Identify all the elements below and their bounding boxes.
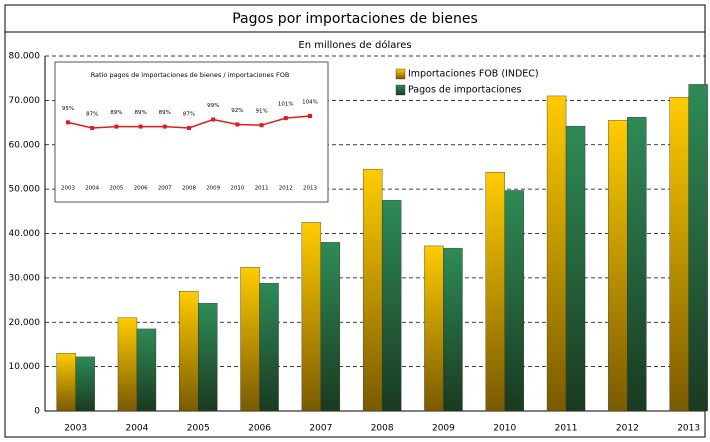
inset-value-label: 91% xyxy=(255,109,267,115)
chart-subtitle: En millones de dólares xyxy=(298,39,411,51)
inset-x-label: 2009 xyxy=(206,186,220,192)
bar xyxy=(485,172,505,412)
inset-x-label: 2010 xyxy=(230,186,244,192)
y-tick-label: 30.000 xyxy=(9,273,41,283)
inset-point xyxy=(283,116,288,121)
inset-point xyxy=(66,120,70,125)
y-tick-label: 40.000 xyxy=(9,229,41,239)
y-tick-label: 70.000 xyxy=(9,96,41,106)
inset-value-label: 99% xyxy=(207,103,219,109)
x-tick-label: 2009 xyxy=(432,424,455,434)
inset-value-label: 92% xyxy=(231,108,243,114)
x-tick-label: 2004 xyxy=(125,424,148,434)
y-tick-label: 60.000 xyxy=(9,140,41,150)
inset-value-label: 87% xyxy=(183,112,195,118)
inset-x-label: 2008 xyxy=(182,186,196,192)
inset-value-label: 89% xyxy=(159,110,171,116)
inset-x-label: 2013 xyxy=(303,186,317,192)
chart-title: Pagos por importaciones de bienes xyxy=(232,11,478,27)
y-tick-label: 80.000 xyxy=(9,52,41,62)
bar xyxy=(136,328,157,412)
inset-value-label: 87% xyxy=(86,112,98,118)
inset-point xyxy=(211,117,216,122)
bar xyxy=(688,84,708,412)
inset-point xyxy=(259,123,264,128)
legend-swatch xyxy=(395,68,406,80)
inset-point xyxy=(235,122,240,127)
x-tick-label: 2008 xyxy=(371,424,394,434)
y-tick-label: 20.000 xyxy=(9,318,41,328)
inset-x-label: 2005 xyxy=(109,186,123,192)
x-tick-label: 2005 xyxy=(187,424,210,434)
inset-x-label: 2011 xyxy=(255,186,269,192)
bar xyxy=(179,290,199,412)
inset-point xyxy=(90,126,95,130)
inset-point xyxy=(308,114,312,118)
bar xyxy=(56,353,76,412)
y-tick-label: 10.000 xyxy=(9,362,41,372)
bar xyxy=(301,222,322,412)
inset-point xyxy=(187,126,191,130)
inset-value-label: 104% xyxy=(302,100,318,106)
bar xyxy=(424,245,444,412)
x-tick-label: 2007 xyxy=(309,424,332,434)
bar xyxy=(565,125,586,412)
inset-value-label: 89% xyxy=(110,110,122,116)
inset-x-label: 2006 xyxy=(134,186,148,192)
bar xyxy=(362,168,383,412)
bar xyxy=(443,247,463,412)
inset-x-label: 2012 xyxy=(279,186,293,192)
bar xyxy=(75,356,95,412)
inset-value-label: 101% xyxy=(278,102,294,108)
bar xyxy=(504,190,524,412)
inset-point xyxy=(162,124,167,129)
inset-point xyxy=(114,124,119,129)
legend-label: Pagos de importaciones xyxy=(408,85,522,96)
x-tick-label: 2012 xyxy=(616,424,639,434)
x-tick-label: 2013 xyxy=(677,424,700,434)
bar xyxy=(259,283,279,412)
inset-frame xyxy=(54,61,329,203)
inset-x-label: 2004 xyxy=(85,186,99,192)
x-tick-label: 2003 xyxy=(64,424,87,434)
legend-swatch xyxy=(395,84,406,96)
bar xyxy=(320,242,341,412)
bar xyxy=(546,95,567,412)
bar xyxy=(381,200,402,412)
x-tick-label: 2010 xyxy=(493,424,516,434)
bar xyxy=(117,317,138,412)
bar xyxy=(198,302,218,412)
bar xyxy=(240,267,260,412)
bar xyxy=(627,117,647,412)
bar xyxy=(608,120,628,412)
inset-x-label: 2007 xyxy=(158,186,172,192)
y-tick-label: 0 xyxy=(34,407,40,417)
legend-label: Importaciones FOB (INDEC) xyxy=(408,69,539,80)
y-tick-label: 50.000 xyxy=(9,185,41,195)
inset-value-label: 89% xyxy=(134,110,146,116)
x-tick-label: 2006 xyxy=(248,424,271,434)
inset-title: Ratio pagos de importaciones de bienes /… xyxy=(91,71,290,79)
inset-x-label: 2003 xyxy=(61,186,75,192)
x-tick-label: 2011 xyxy=(555,424,578,434)
inset-value-label: 95% xyxy=(62,106,74,112)
inset-point xyxy=(138,124,143,129)
bar xyxy=(669,97,689,412)
